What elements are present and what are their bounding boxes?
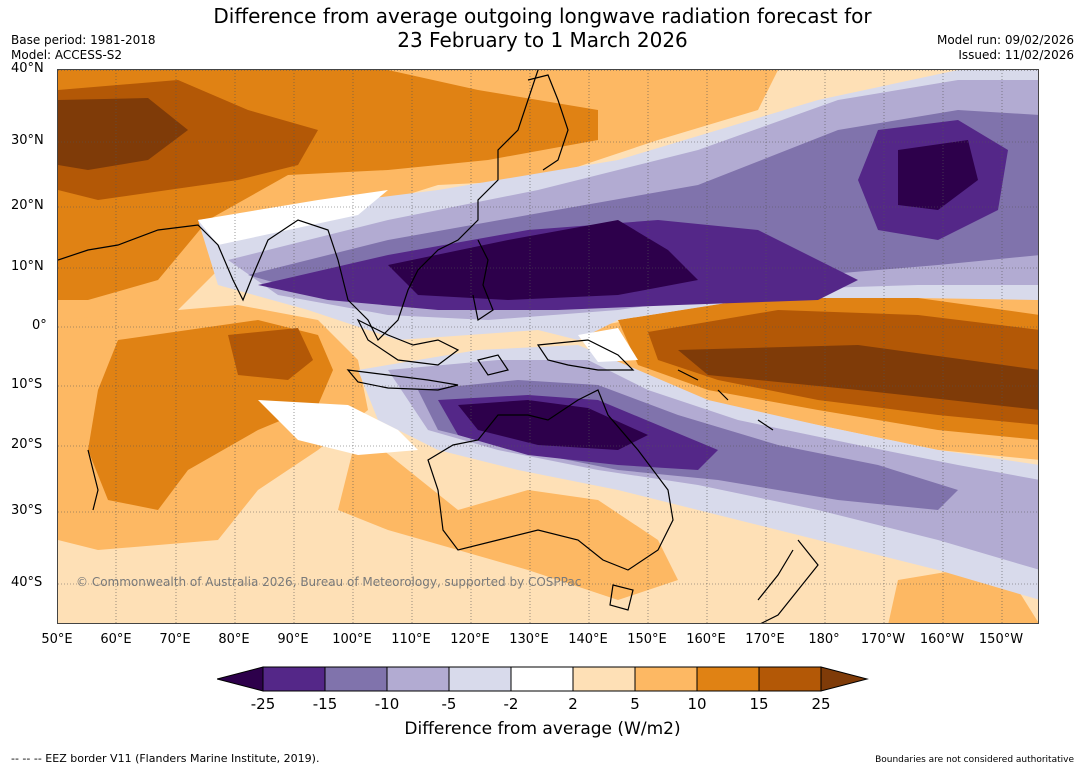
issued-date: Issued: 11/02/2026 xyxy=(958,48,1074,62)
lon-label-180: 180° xyxy=(808,632,840,647)
pacific-islands xyxy=(677,369,774,431)
field-pos-io-strong xyxy=(228,328,313,380)
lon-label-140e: 140°E xyxy=(568,632,608,647)
olr-anomaly-map xyxy=(57,69,1039,624)
australia-coastline xyxy=(427,389,674,571)
model-name: Model: ACCESS-S2 xyxy=(11,48,123,62)
lon-label-170e: 170°E xyxy=(745,632,785,647)
lat-label-20n: 20°N xyxy=(11,198,44,213)
colorbar-tick-2: 2 xyxy=(568,695,578,713)
colorbar-title: Difference from average (W/m2) xyxy=(404,719,681,739)
lat-label-10s: 10°S xyxy=(11,377,43,392)
coastlines xyxy=(58,70,819,623)
colorbar-bin-1 xyxy=(262,666,326,692)
graticule xyxy=(58,70,1038,623)
lat-label-40s: 40°S xyxy=(11,575,43,590)
field-pos-extreme xyxy=(58,98,188,170)
title-line-1: Difference from average outgoing longwav… xyxy=(213,4,872,28)
model-run: Model run: 09/02/2026 xyxy=(936,33,1074,47)
lon-label-80e: 80°E xyxy=(218,632,250,647)
title-line-2: 23 February to 1 March 2026 xyxy=(397,28,688,52)
colorbar-tick-minus15: -15 xyxy=(312,695,338,713)
meta-right: Model run: 09/02/2026 Issued: 11/02/2026 xyxy=(937,33,1074,63)
colorbar-tick-10: 10 xyxy=(687,695,707,713)
field-pos-australia xyxy=(338,430,678,600)
colorbar-extend-low xyxy=(217,666,264,692)
lon-label-50e: 50°E xyxy=(41,632,73,647)
map-canvas xyxy=(58,70,1038,623)
new-guinea-coastline xyxy=(536,339,635,371)
tasmania-coastline xyxy=(609,584,634,611)
lon-label-150w: 150°W xyxy=(978,632,1024,647)
colorbar-tick-minus10: -10 xyxy=(374,695,400,713)
field-neutral-io xyxy=(258,400,418,455)
lon-label-160e: 160°E xyxy=(686,632,726,647)
colorbar-tick-15: 15 xyxy=(749,695,769,713)
lat-label-30s: 30°S xyxy=(11,503,43,518)
lon-label-90e: 90°E xyxy=(277,632,309,647)
lat-label-40n: 40°N xyxy=(11,61,44,76)
lon-label-110e: 110°E xyxy=(391,632,431,647)
colorbar-bin-4 xyxy=(448,666,512,692)
java-coastline xyxy=(346,369,459,391)
lon-label-120e: 120°E xyxy=(450,632,490,647)
lon-label-100e: 100°E xyxy=(332,632,372,647)
asia-coastline xyxy=(58,70,539,342)
colorbar-tick-minus25: -25 xyxy=(250,695,276,713)
lat-label-20s: 20°S xyxy=(11,437,43,452)
colorbar-tick-5: 5 xyxy=(630,695,640,713)
borneo-coastline xyxy=(356,318,460,366)
lat-label-0: 0° xyxy=(32,318,47,333)
colorbar-tick-minus2: -2 xyxy=(503,695,519,713)
field-neg-extreme-north xyxy=(388,220,698,300)
lon-label-70e: 70°E xyxy=(159,632,191,647)
colorbar-bin-3 xyxy=(386,666,450,692)
colorbar-bin-8 xyxy=(696,666,760,692)
colorbar-tick-25: 25 xyxy=(811,695,831,713)
colorbar-bin-7 xyxy=(634,666,698,692)
colorbar-bin-5 xyxy=(510,666,574,692)
boundaries-disclaimer: Boundaries are not considered authoritat… xyxy=(875,755,1074,765)
colorbar-bin-6 xyxy=(572,666,636,692)
field-neutral-equator xyxy=(578,328,638,362)
eez-border-note: -- -- -- EEZ border V11 (Flanders Marine… xyxy=(11,752,320,765)
base-period: Base period: 1981-2018 xyxy=(11,33,156,47)
copyright-notice: © Commonwealth of Australia 2026, Bureau… xyxy=(76,575,582,589)
madagascar-coastline xyxy=(87,449,99,511)
colorbar xyxy=(217,666,869,692)
lon-label-160w: 160°W xyxy=(919,632,965,647)
lon-label-130e: 130°E xyxy=(509,632,549,647)
lon-label-60e: 60°E xyxy=(100,632,132,647)
colorbar-bin-2 xyxy=(324,666,388,692)
sulawesi-coastline xyxy=(477,354,509,376)
field-pos-tasman xyxy=(888,570,1038,623)
lon-label-150e: 150°E xyxy=(627,632,667,647)
philippines-coastline xyxy=(472,239,494,321)
chart-title: Difference from average outgoing longwav… xyxy=(0,4,1085,52)
colorbar-tick-minus5: -5 xyxy=(441,695,457,713)
field-neg-extreme-pacific xyxy=(898,140,978,210)
field-neg-extreme-south xyxy=(458,400,648,450)
lat-label-10n: 10°N xyxy=(11,259,44,274)
japan-coastline xyxy=(527,74,569,171)
field-neutral-north xyxy=(198,190,388,245)
meta-left: Base period: 1981-2018 Model: ACCESS-S2 xyxy=(11,33,156,63)
lat-label-30n: 30°N xyxy=(11,133,44,148)
colorbar-bin-9 xyxy=(758,666,822,692)
colorbar-extend-high xyxy=(820,666,869,692)
field-pos-pacific-extreme xyxy=(678,345,1038,410)
lon-label-170w: 170°W xyxy=(860,632,906,647)
new-zealand-coastline xyxy=(757,539,819,623)
